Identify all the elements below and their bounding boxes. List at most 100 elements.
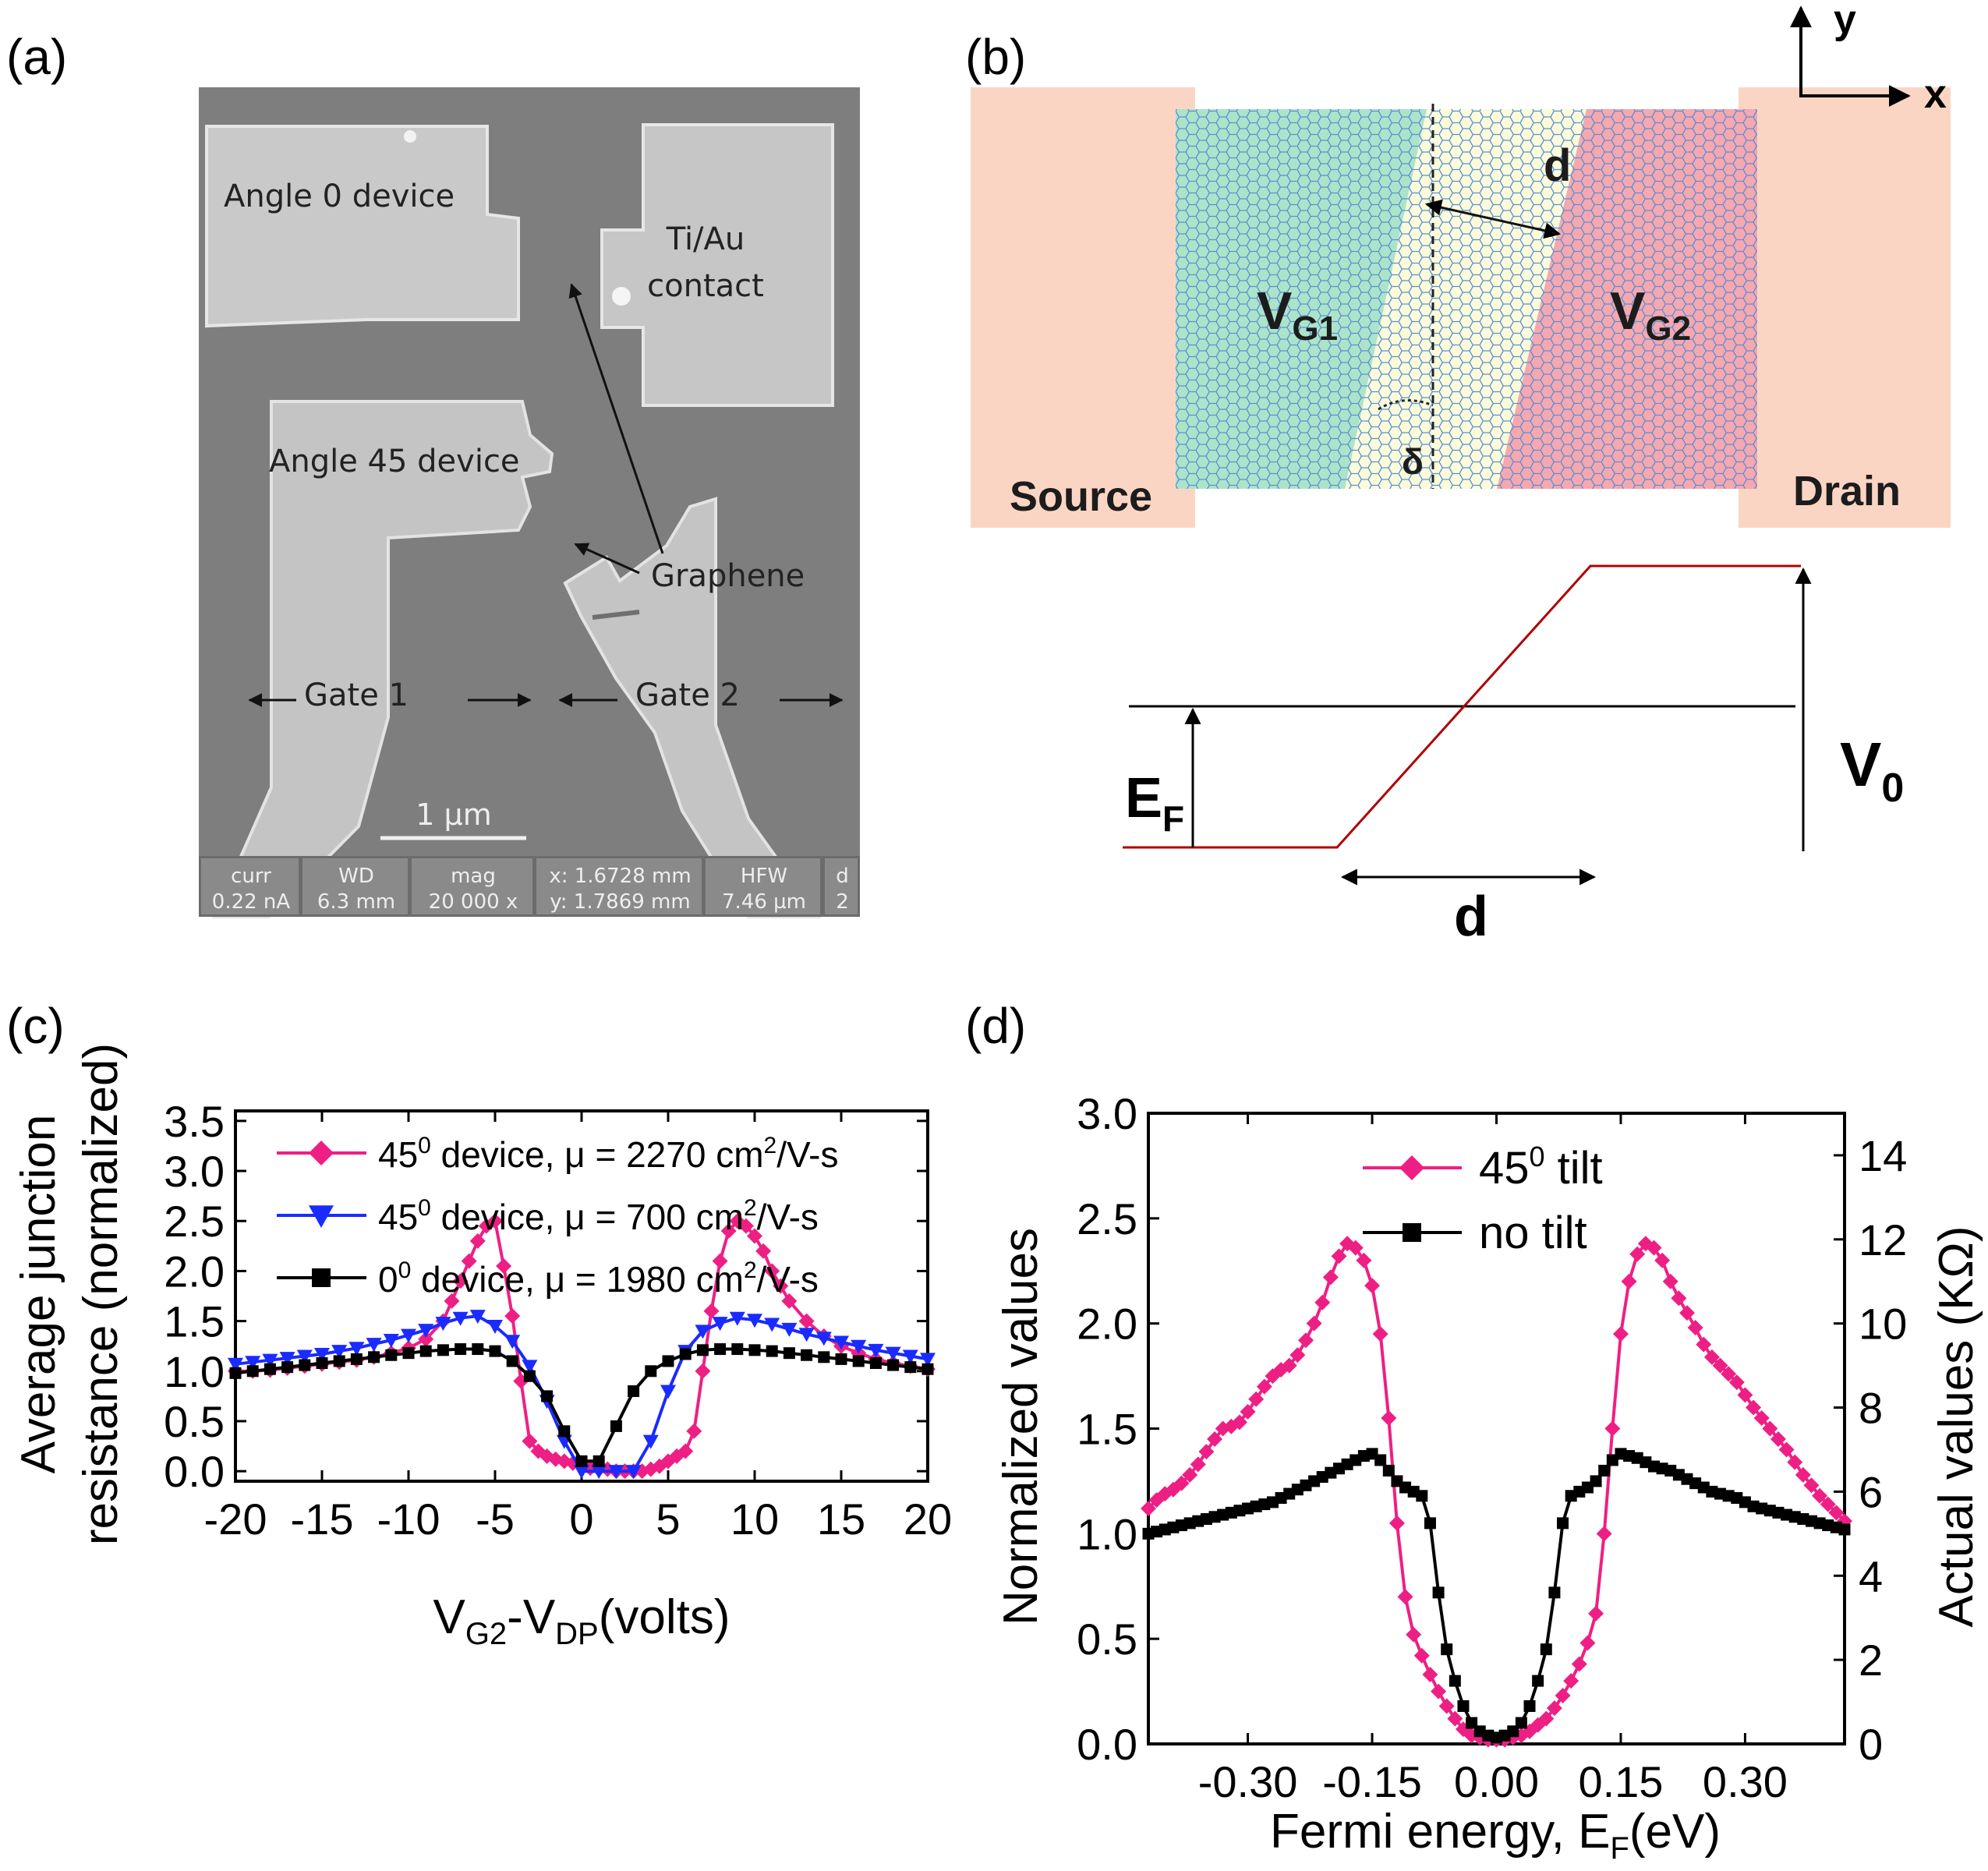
data-point-diamond (1399, 1155, 1424, 1180)
vg1-label: VG1 (1257, 281, 1338, 348)
data-point-diamond (1538, 1710, 1555, 1727)
data-point-diamond (764, 1263, 780, 1279)
data-point-square (887, 1359, 900, 1371)
data-point-square (628, 1385, 640, 1397)
y2-tick-label: 14 (1859, 1131, 1907, 1180)
data-point-square (835, 1353, 847, 1365)
data-point-square (541, 1390, 554, 1402)
data-point-triangle (868, 1343, 884, 1358)
data-point-square (1424, 1517, 1436, 1530)
tiau-contact-pad (600, 123, 834, 407)
x-tick-label: 0 (569, 1494, 593, 1544)
data-point-diamond (1596, 1526, 1612, 1542)
y-tick-label: 3.0 (1077, 1089, 1137, 1138)
data-point-diamond (1297, 1332, 1314, 1349)
y2-tick-label: 8 (1859, 1384, 1883, 1433)
data-point-diamond (452, 1273, 469, 1289)
data-point-square (1598, 1464, 1611, 1477)
data-point-triangle (487, 1320, 503, 1335)
data-point-triangle (279, 1352, 295, 1367)
d-width-arrow (1424, 199, 1562, 239)
data-point-triangle (660, 1385, 676, 1399)
x-axis-label: Fermi energy, EF(eV) (1270, 1805, 1721, 1866)
x-tick-label: -20 (204, 1494, 267, 1544)
data-point-square (402, 1347, 415, 1360)
panel-b-label: (b) (965, 29, 1026, 85)
data-point-diamond (1696, 1336, 1712, 1353)
data-point-diamond (1770, 1431, 1786, 1447)
data-point-triangle (729, 1311, 745, 1326)
info-cell-top: x: 1.6728 mm (549, 865, 691, 888)
x-tick-label: 10 (730, 1494, 779, 1544)
panel-c: (c) -20 -15 -10 -5 0 5 10 15 20 0.00.51.01.52.02.… (6, 998, 952, 1651)
d-bottom-label: d (1454, 886, 1488, 948)
delta-arc (1378, 399, 1434, 411)
data-point-diamond (1588, 1605, 1604, 1622)
data-point-square (368, 1351, 380, 1363)
data-point-square (506, 1355, 518, 1367)
data-point-diamond (773, 1278, 789, 1294)
particle (404, 130, 416, 143)
data-point-diamond (1388, 1515, 1405, 1531)
angle0-label: Angle 0 device (224, 179, 455, 214)
data-point-square (455, 1343, 467, 1356)
panel-a-label: (a) (6, 29, 67, 85)
data-point-square (246, 1365, 259, 1378)
data-point-square (731, 1343, 744, 1356)
data-point-diamond (1190, 1456, 1206, 1473)
data-point-diamond (703, 1303, 720, 1319)
y-tick-label: 2.5 (164, 1197, 225, 1246)
data-point-square (558, 1425, 571, 1438)
data-point-triangle (781, 1322, 798, 1337)
series-1 (1142, 1448, 1851, 1744)
graphene-arrow-1 (568, 283, 664, 554)
data-point-diamond (1546, 1700, 1562, 1717)
data-point-diamond (686, 1423, 702, 1439)
data-point-triangle (366, 1338, 382, 1353)
data-point-square (437, 1344, 449, 1356)
data-point-square (1432, 1586, 1445, 1599)
data-point-diamond (1753, 1410, 1770, 1427)
data-point-diamond (1604, 1420, 1621, 1437)
info-cell-bottom: 2 (836, 890, 849, 914)
data-point-diamond (1322, 1269, 1339, 1286)
data-point-triangle (309, 1205, 334, 1228)
data-point-diamond (1803, 1477, 1820, 1494)
data-point-diamond (1646, 1240, 1662, 1256)
graphene-gap (592, 610, 640, 620)
data-point-diamond (1406, 1626, 1422, 1643)
data-point-triangle (314, 1347, 330, 1362)
data-point-square (299, 1359, 311, 1371)
data-point-diamond (1812, 1487, 1828, 1504)
particle (612, 287, 631, 306)
vg2-label: VG2 (1610, 281, 1691, 348)
data-point-diamond (1231, 1414, 1247, 1431)
data-point-triangle (418, 1324, 434, 1339)
data-point-diamond (1240, 1403, 1256, 1420)
data-point-diamond (1662, 1273, 1678, 1289)
data-point-diamond (469, 1233, 486, 1249)
data-point-triangle (245, 1356, 261, 1371)
data-point-square (1416, 1490, 1428, 1502)
legend-label: 450 tilt (1479, 1141, 1603, 1194)
data-point-square (575, 1455, 588, 1467)
data-point-square (783, 1347, 795, 1360)
source-contact (971, 87, 1195, 528)
graphene-arrow-2 (574, 543, 640, 575)
data-point-square (312, 1268, 331, 1287)
data-point-square (1449, 1675, 1461, 1687)
panel-d: (d) -0.30 -0.15 0.00 0.15 0.30 0.0 0.5 1.0 1.5 2.… (965, 998, 1983, 1866)
info-cell-top: d (836, 865, 849, 888)
data-point-square (1557, 1517, 1569, 1530)
data-point-diamond (712, 1253, 728, 1269)
data-point-diamond (1654, 1252, 1671, 1268)
data-point-triangle (764, 1317, 780, 1332)
data-point-diamond (504, 1308, 521, 1325)
data-point-diamond (1579, 1635, 1596, 1651)
y2-tick-label: 12 (1859, 1215, 1907, 1264)
scale-bar-label: 1 µm (416, 798, 491, 832)
data-point-diamond (1555, 1687, 1571, 1703)
data-point-square (818, 1351, 830, 1363)
data-point-diamond (781, 1293, 798, 1309)
data-point-square (1540, 1643, 1552, 1656)
